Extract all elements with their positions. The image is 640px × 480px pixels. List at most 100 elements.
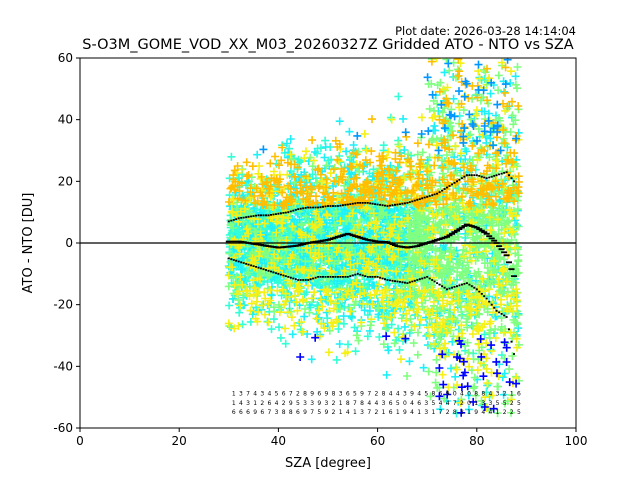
bin-count-label: 8: [360, 400, 364, 407]
bin-count-label: 6: [296, 409, 300, 416]
bin-count-label: 6: [282, 391, 286, 398]
bin-count-label: 8: [453, 409, 457, 416]
bin-count-label: 3: [481, 400, 485, 407]
bin-count-label: 6: [317, 391, 321, 398]
bin-count-label: 7: [367, 409, 371, 416]
bin-count-label: 0: [467, 400, 471, 407]
bin-count-label: 2: [374, 409, 378, 416]
bin-count-label: 3: [489, 400, 493, 407]
bin-count-label: 9: [310, 391, 314, 398]
bin-count-label: 2: [296, 391, 300, 398]
y-tick-label: -60: [53, 421, 73, 435]
bin-count-label: 4: [481, 409, 485, 416]
bin-count-label: 1: [253, 400, 257, 407]
bin-count-label: 9: [474, 409, 478, 416]
bin-count-label: 3: [496, 391, 500, 398]
bin-count-label: 1: [339, 409, 343, 416]
bin-count-label: 9: [360, 391, 364, 398]
bin-count-label: 3: [275, 409, 279, 416]
data-points: [224, 58, 523, 418]
bin-count-label: 3: [382, 400, 386, 407]
bin-count-label: 9: [446, 391, 450, 398]
bin-count-label: 2: [510, 409, 514, 416]
bin-count-label: 9: [325, 391, 329, 398]
bin-count-label: 3: [403, 391, 407, 398]
bin-count-label: 3: [424, 400, 428, 407]
bin-count-label: 8: [332, 391, 336, 398]
bin-count-label: 4: [460, 391, 464, 398]
bin-count-label: 2: [332, 409, 336, 416]
bin-count-label: 7: [310, 409, 314, 416]
bin-count-label: 3: [310, 400, 314, 407]
bin-count-label: 1: [496, 409, 500, 416]
bin-count-label: 3: [303, 400, 307, 407]
y-tick-label: 40: [58, 113, 73, 127]
bin-count-label: 5: [503, 400, 507, 407]
bin-count-label: 2: [374, 391, 378, 398]
y-axis-ticks: -60 -40 -20 0 20 40 60: [53, 51, 80, 435]
bin-count-label: 9: [325, 409, 329, 416]
bin-count-label: 1: [510, 391, 514, 398]
bin-count-label: 2: [510, 400, 514, 407]
bin-count-label: 4: [396, 391, 400, 398]
bin-count-label: 9: [253, 409, 257, 416]
bin-count-label: 7: [289, 391, 293, 398]
bin-count-label: 1: [417, 409, 421, 416]
bin-count-label: 8: [474, 391, 478, 398]
bin-count-label: 4: [374, 400, 378, 407]
bin-count-label: 1: [382, 409, 386, 416]
y-axis-label: ATO - NTO [DU]: [21, 193, 36, 294]
bin-count-label: 6: [267, 400, 271, 407]
x-tick-label: 80: [469, 434, 484, 448]
y-tick-label: -40: [53, 359, 73, 373]
bin-count-label: 1: [431, 409, 435, 416]
y-tick-label: -20: [53, 298, 73, 312]
bin-count-label: 6: [232, 409, 236, 416]
bin-count-label: 8: [289, 409, 293, 416]
bin-count-label: 1: [232, 391, 236, 398]
bin-count-label: 3: [246, 400, 250, 407]
bin-count-label: 7: [267, 409, 271, 416]
x-tick-label: 0: [76, 434, 84, 448]
bin-count-label: 4: [410, 409, 414, 416]
scatter-markers: [296, 332, 521, 417]
y-tick-label: 0: [65, 236, 73, 250]
bin-count-label: 4: [417, 391, 421, 398]
bin-count-label: 8: [382, 391, 386, 398]
bin-count-label: 9: [317, 400, 321, 407]
bin-count-label: 6: [239, 409, 243, 416]
bin-count-label: 0: [467, 391, 471, 398]
x-axis-ticks: 0 20 40 60 80 100: [76, 428, 587, 448]
bin-count-label: 2: [260, 400, 264, 407]
bin-count-label: 4: [253, 391, 257, 398]
bin-count-label: 7: [246, 391, 250, 398]
bin-count-label: 6: [346, 391, 350, 398]
bin-count-label: 3: [339, 391, 343, 398]
bin-count-label: 3: [360, 409, 364, 416]
bin-count-label: 6: [389, 409, 393, 416]
bin-count-label: 6: [439, 391, 443, 398]
bin-count-label: 5: [517, 409, 521, 416]
bin-count-label: 4: [489, 409, 493, 416]
bin-count-label: 3: [260, 391, 264, 398]
bin-count-label: 5: [496, 400, 500, 407]
bin-count-label: 3: [460, 409, 464, 416]
bin-count-label: 6: [389, 400, 393, 407]
bin-count-label: 8: [282, 409, 286, 416]
bin-count-label: 1: [353, 409, 357, 416]
y-tick-label: 60: [58, 51, 73, 65]
bin-count-label: 4: [267, 391, 271, 398]
bin-count-label: 2: [282, 400, 286, 407]
bin-count-label: 1: [339, 400, 343, 407]
lower-percentile-curve: [227, 257, 515, 355]
bin-count-label: 1: [232, 400, 236, 407]
x-tick-label: 40: [271, 434, 286, 448]
bin-count-label: 4: [439, 400, 443, 407]
bin-count-label: 9: [289, 400, 293, 407]
scatter-markers: [259, 58, 521, 155]
bin-count-label: 8: [481, 391, 485, 398]
bin-count-label: 4: [410, 400, 414, 407]
bin-count-label: 5: [431, 400, 435, 407]
bin-count-label: 4: [489, 391, 493, 398]
